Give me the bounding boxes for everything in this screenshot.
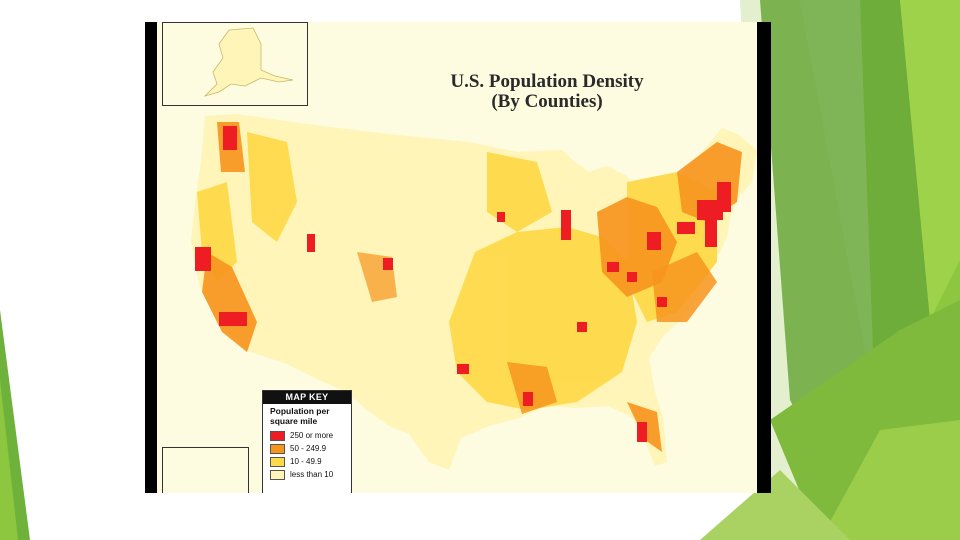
key-swatch xyxy=(270,430,285,441)
map-title-line1: U.S. Population Density xyxy=(450,71,644,92)
map-title: U.S. Population Density (By Counties) xyxy=(397,72,697,112)
map-title-line2: (By Counties) xyxy=(491,91,603,112)
us-map xyxy=(191,27,757,470)
map-key: MAP KEY Population per square mile 250 o… xyxy=(262,390,352,493)
map-key-subtitle-line1: Population per xyxy=(270,406,330,416)
map-key-subtitle-line2: square mile xyxy=(270,415,318,426)
key-label: 250 or more xyxy=(290,431,334,440)
key-item-very-high: 250 or more xyxy=(263,429,351,442)
map-key-subtitle: Population per square mile xyxy=(263,404,351,429)
density-very-high-regions xyxy=(195,126,731,442)
key-swatch xyxy=(270,443,285,454)
key-label: less than 10 xyxy=(290,470,334,479)
key-item-medium: 10 - 49.9 xyxy=(263,455,351,468)
key-swatch xyxy=(270,469,285,480)
key-item-low: less than 10 xyxy=(263,468,351,481)
map-key-heading: MAP KEY xyxy=(263,391,351,404)
key-item-high: 50 - 249.9 xyxy=(263,442,351,455)
key-label: 50 - 249.9 xyxy=(290,444,327,453)
alaska-shape xyxy=(203,27,294,97)
key-swatch xyxy=(270,456,285,467)
map-panel: U.S. Population Density (By Counties) MA… xyxy=(157,22,757,493)
key-label: 10 - 49.9 xyxy=(290,457,322,466)
hawaii-inset-frame xyxy=(162,447,249,493)
population-map-image: U.S. Population Density (By Counties) MA… xyxy=(145,22,771,493)
alaska-inset-frame xyxy=(162,22,308,106)
